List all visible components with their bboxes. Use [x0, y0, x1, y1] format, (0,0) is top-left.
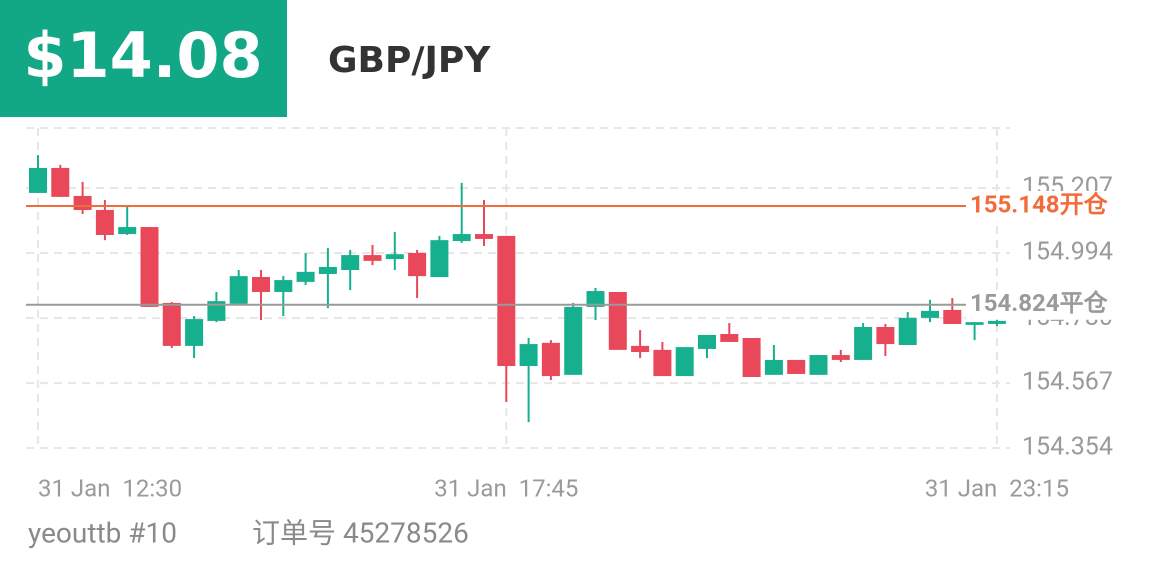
candle-body — [831, 355, 850, 360]
order-number: 订单号 45278526 — [252, 516, 469, 549]
candle-body — [943, 309, 962, 324]
candle-body — [541, 342, 560, 377]
candle-body — [296, 271, 315, 282]
profit-badge — [0, 0, 287, 117]
candle-body — [385, 254, 404, 260]
candle-body — [408, 252, 427, 277]
candle-body — [742, 337, 761, 377]
candle-body — [898, 317, 917, 345]
candle-body — [921, 310, 939, 318]
candle-body — [430, 240, 449, 278]
candle-body — [341, 255, 360, 271]
candle-body — [497, 235, 516, 367]
profit: $14.08 — [23, 19, 262, 92]
price-label-bg — [966, 289, 1126, 320]
candle-body — [252, 277, 270, 292]
candle-body — [564, 306, 583, 375]
symbol: GBP/JPY — [328, 40, 491, 81]
y-tick-label: 154.567 — [1022, 368, 1113, 397]
candle-body — [809, 355, 828, 375]
candle-body — [274, 280, 293, 292]
candle-body — [73, 195, 92, 210]
candle-body — [185, 319, 204, 346]
candle-body — [586, 291, 605, 307]
candle-body — [876, 327, 895, 345]
candle-body — [720, 334, 739, 342]
candle-body — [162, 302, 181, 346]
x-tick-label: 31 Jan 23:15 — [925, 474, 1069, 502]
candle-body — [318, 266, 337, 274]
candle-body — [29, 167, 47, 193]
y-tick-label: 154.994 — [1022, 238, 1113, 267]
x-tick-label: 31 Jan 12:30 — [38, 474, 182, 502]
candle-body — [631, 345, 650, 352]
candle-body — [51, 167, 70, 197]
price-label: 154.824平仓 — [970, 289, 1109, 317]
candle-body — [140, 227, 159, 307]
candle-body — [854, 327, 873, 360]
account: yeouttb #10 — [28, 516, 177, 549]
candle-body — [787, 359, 806, 374]
candle-body — [987, 320, 1006, 324]
candle-body — [475, 234, 493, 239]
candle-body — [653, 349, 672, 377]
candle-body — [452, 234, 471, 242]
candle-body — [519, 344, 538, 367]
candle-body — [608, 291, 627, 350]
candle-body — [764, 359, 783, 375]
candle-body — [229, 276, 248, 304]
candle-body — [363, 255, 382, 261]
candle-body — [95, 209, 114, 235]
price-label-bg — [966, 191, 1126, 222]
candle-body — [675, 347, 694, 377]
x-tick-label: 31 Jan 17:45 — [434, 474, 578, 502]
y-tick-label: 154.354 — [1022, 433, 1113, 462]
price-label: 155.148开仓 — [970, 190, 1109, 218]
candle-body — [207, 301, 226, 321]
candle-body — [118, 227, 137, 235]
candle-body — [698, 334, 716, 349]
candle-body — [965, 322, 984, 325]
